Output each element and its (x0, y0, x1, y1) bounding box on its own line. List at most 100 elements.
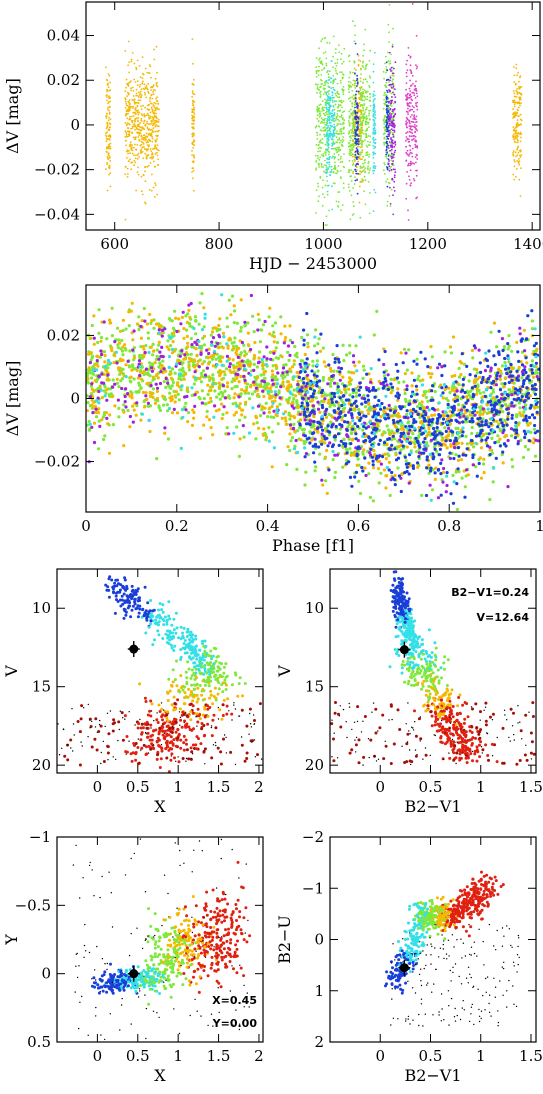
data-point (411, 432, 415, 436)
data-point (517, 145, 520, 148)
data-point (406, 131, 409, 134)
data-point (409, 184, 412, 187)
data-point (361, 120, 364, 122)
data-point (350, 144, 353, 146)
data-point (390, 188, 393, 191)
data-point (389, 75, 392, 78)
data-point (193, 100, 195, 103)
data-point (283, 416, 287, 420)
data-point (460, 476, 464, 480)
data-point (323, 126, 326, 129)
data-point (434, 466, 438, 470)
data-point (108, 74, 111, 77)
data-point (152, 116, 155, 119)
data-point (399, 351, 403, 355)
data-point (258, 340, 262, 344)
data-point (331, 115, 334, 117)
data-point (356, 192, 359, 195)
data-point (409, 128, 412, 131)
data-point (191, 83, 194, 86)
data-point (411, 138, 414, 141)
data-point (255, 365, 259, 369)
data-point (387, 155, 390, 157)
data-point (202, 343, 206, 347)
data-point (516, 92, 519, 94)
data-point (396, 466, 400, 470)
data-point (407, 138, 410, 141)
data-point (341, 465, 345, 469)
data-point (383, 123, 386, 125)
data-point (361, 131, 363, 134)
data-point (187, 368, 191, 372)
data-point (336, 82, 339, 85)
data-point (337, 154, 340, 156)
data-point (393, 176, 396, 179)
data-point (268, 306, 272, 310)
data-point (328, 78, 331, 81)
data-point (92, 314, 96, 318)
data-point (352, 132, 354, 134)
data-point (360, 103, 363, 106)
data-point (351, 130, 354, 133)
data-point (353, 364, 357, 368)
data-point (321, 82, 323, 85)
data-point (362, 91, 365, 93)
data-point (413, 106, 415, 109)
data-point (133, 62, 136, 65)
data-point (360, 73, 362, 75)
data-point (323, 441, 327, 445)
data-point (333, 112, 336, 114)
data-point (356, 79, 358, 82)
data-point (173, 371, 177, 375)
data-point (357, 90, 360, 93)
data-point (348, 121, 351, 124)
data-point (140, 175, 143, 178)
data-point (416, 169, 418, 172)
data-point (356, 116, 359, 119)
data-point (363, 159, 366, 162)
data-point (359, 170, 361, 173)
data-point (347, 370, 351, 374)
data-point (341, 204, 344, 207)
data-point (360, 128, 363, 131)
data-point (388, 141, 391, 143)
data-point (152, 105, 155, 108)
data-point (146, 336, 150, 340)
data-point (382, 142, 385, 144)
data-point (516, 90, 518, 93)
data-point (354, 144, 357, 147)
data-point (340, 209, 342, 212)
data-point (328, 70, 331, 73)
data-point (108, 113, 111, 115)
data-point (456, 458, 461, 462)
data-point (358, 201, 361, 204)
data-point (288, 448, 292, 453)
data-point (387, 51, 389, 54)
data-point (150, 120, 153, 123)
data-point (484, 441, 489, 445)
data-point (297, 405, 301, 409)
data-point (139, 122, 142, 124)
data-point (386, 137, 389, 140)
data-point (334, 52, 337, 54)
data-point (152, 89, 155, 91)
data-point (362, 78, 365, 81)
chart-lightcurve: 600800100012001400−0.04−0.0200.020.04HJD… (3, 1, 543, 273)
data-point (362, 140, 365, 143)
data-point (193, 189, 195, 192)
data-point (141, 127, 144, 130)
data-point (392, 117, 394, 120)
data-point (339, 79, 342, 82)
data-point (354, 391, 358, 395)
data-point (348, 168, 350, 171)
data-point (146, 144, 149, 147)
data-point (137, 315, 141, 319)
data-point (188, 315, 192, 319)
data-point (510, 458, 514, 462)
data-point (405, 98, 407, 101)
data-point (363, 405, 368, 409)
data-point (181, 366, 185, 370)
data-point (328, 155, 331, 158)
data-point (146, 112, 149, 115)
data-point (326, 157, 329, 160)
